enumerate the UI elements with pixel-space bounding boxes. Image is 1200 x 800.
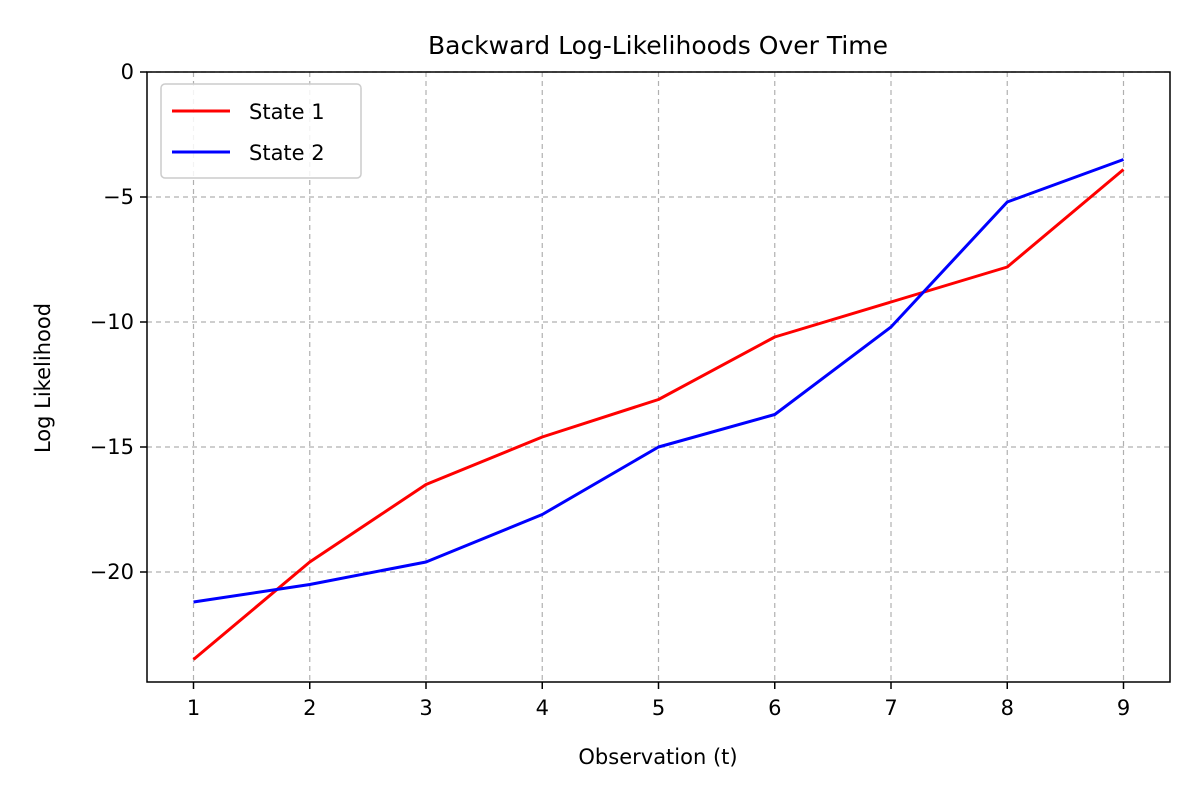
y-tick-label: 0 bbox=[121, 60, 134, 84]
y-axis-ticks: 0 −5 −10 −15 −20 bbox=[90, 60, 147, 584]
x-tick-label: 6 bbox=[768, 696, 781, 720]
x-tick-label: 2 bbox=[303, 696, 316, 720]
x-tick-label: 9 bbox=[1117, 696, 1130, 720]
legend-label-state-1: State 1 bbox=[249, 100, 325, 124]
series-lines bbox=[192, 158, 1125, 661]
chart-title: Backward Log-Likelihoods Over Time bbox=[428, 31, 888, 60]
legend: State 1 State 2 bbox=[160, 83, 362, 179]
y-tick-label: −20 bbox=[90, 560, 134, 584]
y-tick-label: −5 bbox=[103, 185, 134, 209]
x-tick-label: 4 bbox=[536, 696, 549, 720]
series-line-state-1 bbox=[192, 168, 1125, 661]
series-line-state-2 bbox=[193, 158, 1125, 604]
x-tick-label: 7 bbox=[884, 696, 897, 720]
y-tick-label: −10 bbox=[90, 310, 134, 334]
x-axis-label: Observation (t) bbox=[578, 745, 737, 769]
legend-box bbox=[160, 83, 362, 179]
x-tick-label: 1 bbox=[187, 696, 200, 720]
y-axis-label: Log Likelihood bbox=[31, 303, 55, 453]
x-axis-ticks: 1 2 3 4 5 6 7 8 9 bbox=[187, 682, 1130, 720]
x-tick-label: 8 bbox=[1001, 696, 1014, 720]
legend-label-state-2: State 2 bbox=[249, 141, 325, 165]
x-tick-label: 3 bbox=[419, 696, 432, 720]
x-tick-label: 5 bbox=[652, 696, 665, 720]
y-tick-label: −15 bbox=[90, 435, 134, 459]
